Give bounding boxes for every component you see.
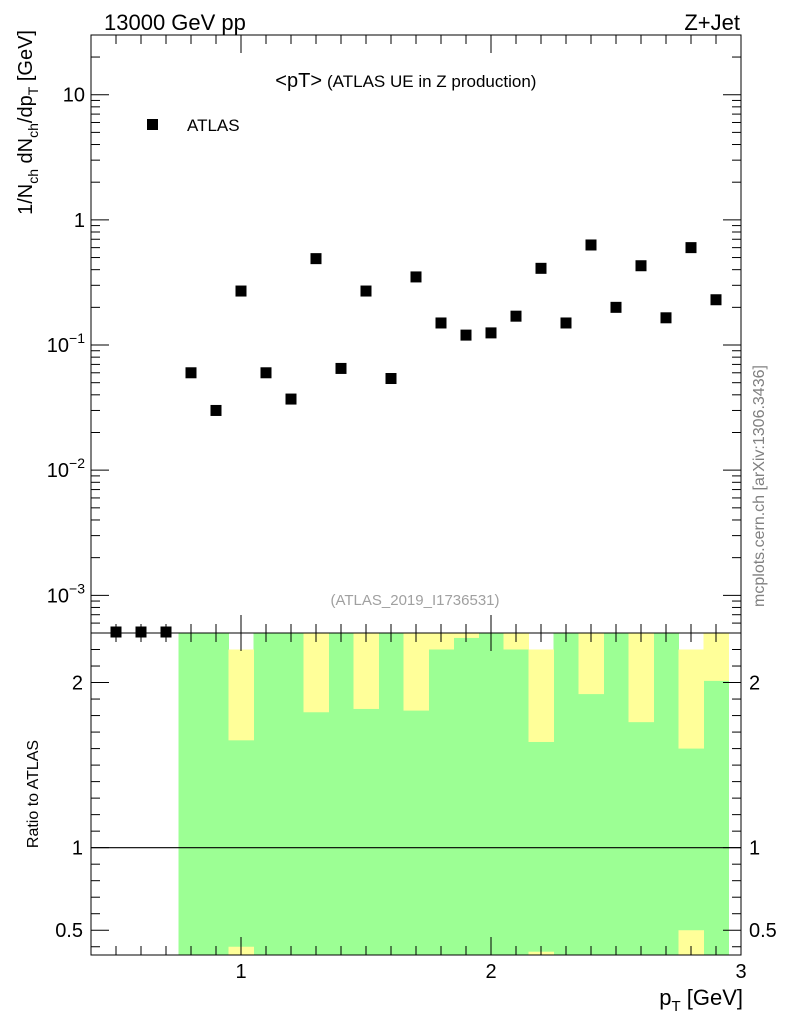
ratio-y-tick-label-right: 0.5 [749,920,777,942]
ratio-band-green [553,633,579,955]
ratio-band-green [503,633,529,955]
ratio-band-green [378,633,404,955]
ratio-band-green [603,633,629,955]
main-y-tick-label: 1 [74,210,85,232]
data-point [210,404,222,416]
ratio-y-tick-label-right: 2 [749,673,760,695]
ratio-band-yellow [528,649,554,742]
data-point [610,301,622,313]
ratio-band-yellow [403,633,429,711]
ratio-band-green [453,633,479,955]
x-tick-label: 3 [735,961,746,983]
ratio-band-green [328,633,354,955]
ratio-band-yellow [228,649,254,741]
ratio-band-yellow [303,633,329,713]
data-point [135,626,147,638]
ratio-band-green [428,633,454,955]
analysis-id-label: (ATLAS_2019_I1736531) [330,592,499,609]
ratio-plot-frame [90,632,742,956]
data-point [660,312,672,324]
x-tick-label: 2 [485,961,496,983]
ratio-band-green [703,633,729,955]
main-y-axis-label: 1/Nch dNch/dpT [GeV] [15,30,41,215]
data-point [485,327,497,339]
data-point [585,239,597,251]
x-axis-label: pT [GeV] [659,985,743,1015]
data-point [235,285,247,297]
ratio-y-tick-label: 1 [72,838,83,860]
plot-title-main: <pT> [275,70,322,92]
ratio-panel: 0.5 0.5 1 1 2 2 1 2 3 Ratio to ATLAS pT [GeV] [25,632,777,1015]
main-y-tick-label: 10−2 [47,455,85,482]
data-point [285,393,297,405]
data-point [335,362,347,374]
data-point [435,317,447,329]
ratio-band-green [203,633,229,955]
data-point [560,317,572,329]
x-tick-label: 1 [235,961,246,983]
data-point [510,310,522,322]
legend-marker-atlas [147,119,158,130]
data-point [685,242,697,254]
plot-title-sub: (ATLAS UE in Z production) [327,72,536,91]
data-point [310,253,322,265]
main-panel: <pT> (ATLAS UE in Z production) (ATLAS_2… [15,30,742,638]
ratio-band-yellow [578,633,604,695]
data-point [110,626,122,638]
data-point [385,373,397,385]
ratio-band-green [478,633,504,955]
main-data-points [110,239,722,638]
ratio-band-green [178,633,204,955]
data-point [635,260,647,272]
ratio-band-yellow [628,633,654,723]
ratio-band-yellow [678,649,704,749]
data-point [410,271,422,283]
ratio-bands [178,633,729,955]
ratio-axes: 0.5 0.5 1 1 2 2 1 2 3 [55,633,777,983]
header-right-label: Z+Jet [684,10,740,35]
watermark-label: mcplots.cern.ch [arXiv:1306.3436] [751,365,768,607]
ratio-y-tick-label: 2 [72,673,83,695]
ratio-band-green [253,633,279,955]
ratio-y-tick-label: 0.5 [55,920,83,942]
ratio-band-green [653,633,679,955]
data-point [535,262,547,274]
ratio-band-yellow [353,633,379,709]
ratio-band-green [278,633,304,955]
ratio-y-axis-label: Ratio to ATLAS [25,740,42,848]
header-left-label: 13000 GeV pp [104,10,246,35]
data-point [185,367,197,379]
ratio-y-tick-label-right: 1 [749,838,760,860]
main-y-tick-label: 10−3 [47,580,85,607]
data-point [360,285,372,297]
data-point [460,329,472,341]
legend-label-atlas: ATLAS [187,116,240,135]
main-y-tick-label: 10 [63,85,85,107]
data-point [260,367,272,379]
data-point [160,626,172,638]
main-y-tick-label: 10−1 [47,330,85,357]
data-point [710,294,722,306]
